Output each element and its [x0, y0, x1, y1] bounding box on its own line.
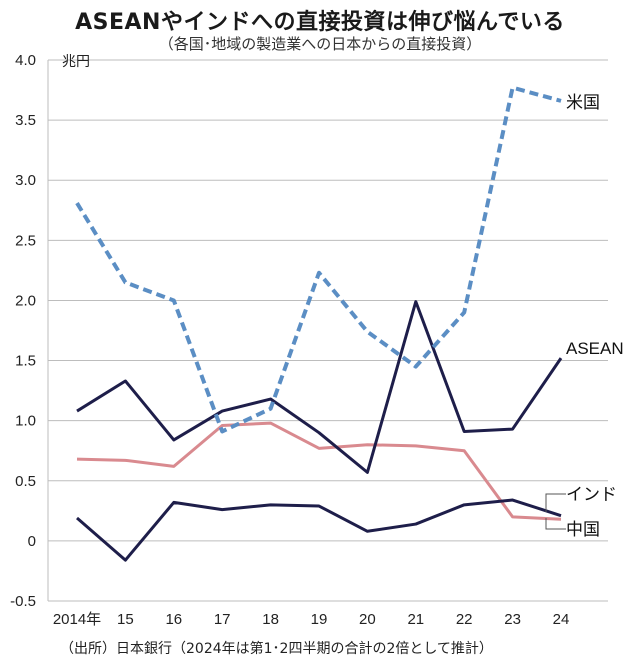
x-tick-label: 18 — [262, 611, 279, 628]
x-tick-label: 2014年 — [53, 611, 101, 628]
series-line-3 — [76, 498, 562, 562]
series-label-3: インド — [566, 485, 617, 504]
y-tick-label: 4.0 — [15, 52, 36, 69]
x-tick-label: 19 — [311, 611, 328, 628]
y-axis-ticks: 4.0 3.5 3.0 2.5 2.0 1.5 1.0 0.5 0 -0.5 — [10, 52, 36, 610]
y-tick-label: 0 — [28, 533, 36, 550]
y-tick-label: 2.0 — [15, 292, 36, 309]
x-tick-label: 24 — [553, 611, 570, 628]
y-tick-label: 1.0 — [15, 413, 36, 430]
x-axis-ticks: 2014年 15 16 17 18 19 20 21 22 23 24 — [53, 611, 570, 628]
x-tick-label: 16 — [165, 611, 182, 628]
y-tick-label: 1.5 — [15, 353, 36, 370]
china-leader — [545, 518, 566, 530]
x-tick-label: 23 — [504, 611, 521, 628]
x-tick-label: 20 — [359, 611, 376, 628]
chart-subtitle: （各国･地域の製造業への日本からの直接投資） — [158, 35, 482, 53]
y-tick-label: 3.0 — [15, 172, 36, 189]
y-tick-label: 3.5 — [15, 112, 36, 129]
grid-lines — [47, 59, 608, 602]
series-label-0: 米国 — [566, 93, 600, 112]
x-tick-label: 22 — [456, 611, 473, 628]
india-leader — [545, 493, 566, 512]
x-tick-label: 21 — [407, 611, 424, 628]
x-tick-label: 17 — [214, 611, 231, 628]
source-note: （出所）日本銀行（2024年は第1･2四半期の合計の2倍として推計） — [60, 641, 493, 657]
y-tick-label: 2.5 — [15, 232, 36, 249]
y-tick-label: 0.5 — [15, 473, 36, 490]
series-labels: 米国 ASEAN 中国 インド — [545, 93, 624, 539]
series-label-2: 中国 — [566, 520, 600, 539]
series-label-1: ASEAN — [566, 339, 624, 358]
chart-title: ASEANやインドへの直接投資は伸び悩んでいる — [75, 10, 565, 35]
y-unit-label: 兆円 — [62, 53, 90, 69]
x-tick-label: 15 — [117, 611, 134, 628]
series-lines — [75, 85, 563, 562]
series-line-0 — [75, 85, 562, 434]
series-line-1 — [76, 300, 563, 474]
series-line-2 — [76, 421, 562, 521]
y-tick-label: -0.5 — [10, 593, 36, 610]
